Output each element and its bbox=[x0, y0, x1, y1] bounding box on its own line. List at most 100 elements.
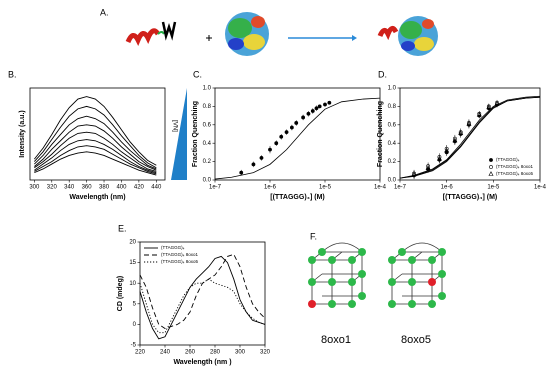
point bbox=[317, 104, 322, 109]
series-line bbox=[33, 96, 157, 166]
x-tick-label: 220 bbox=[135, 350, 146, 356]
plot-frame bbox=[399, 87, 541, 181]
x-tick-label: 300 bbox=[29, 185, 40, 191]
y-axis-label: Fraction Quenching bbox=[192, 101, 199, 167]
fit-line bbox=[399, 95, 541, 179]
protein bbox=[225, 12, 269, 56]
point bbox=[279, 134, 284, 139]
y-tick-label: 0.8 bbox=[388, 104, 397, 110]
y-tick-label: 0.4 bbox=[388, 141, 397, 147]
series-line bbox=[34, 151, 157, 176]
point bbox=[259, 156, 264, 160]
x-axis-label: Wavelength (nm) bbox=[69, 194, 125, 201]
y-tick-label: 0.2 bbox=[203, 159, 212, 165]
y-tick-label: 10 bbox=[129, 281, 136, 287]
fit-line bbox=[214, 97, 381, 180]
legend-swatch bbox=[489, 158, 493, 162]
legend-label: (TTAGGG)₄ bbox=[161, 245, 185, 250]
series-line bbox=[34, 145, 157, 175]
y-axis-label: Intensity (a.u.) bbox=[19, 110, 26, 157]
y-tick-label: 0.6 bbox=[203, 122, 212, 128]
plot-frame bbox=[29, 87, 166, 181]
point bbox=[314, 106, 319, 111]
plot-frame bbox=[214, 87, 381, 181]
y-tick-label: 5 bbox=[133, 301, 137, 307]
series-line bbox=[34, 139, 157, 174]
panel-label: B. bbox=[8, 69, 17, 79]
y-tick-label: 0.6 bbox=[388, 122, 397, 128]
point bbox=[294, 121, 299, 125]
legend-label: (TTAGGG)₄ 8oxo5 bbox=[161, 259, 199, 264]
point bbox=[284, 130, 289, 135]
point bbox=[411, 171, 417, 177]
point bbox=[306, 111, 311, 116]
y-tick-label: 0.8 bbox=[203, 104, 212, 110]
complex bbox=[377, 16, 438, 56]
panel-label: F. bbox=[310, 231, 317, 241]
x-tick-label: 1e-4 bbox=[534, 185, 547, 191]
fit-line bbox=[399, 96, 541, 179]
x-axis-label: [(TTAGGG)₄] (M) bbox=[270, 194, 325, 201]
y-tick-label: 0.0 bbox=[203, 178, 212, 184]
point bbox=[310, 109, 315, 113]
x-tick-label: 380 bbox=[99, 185, 110, 191]
point bbox=[466, 121, 472, 126]
point bbox=[476, 111, 482, 117]
panel-label: E. bbox=[118, 223, 127, 233]
x-tick-label: 340 bbox=[64, 185, 75, 191]
point bbox=[444, 147, 450, 153]
point bbox=[251, 162, 256, 167]
series-line bbox=[34, 115, 157, 170]
legend-swatch bbox=[488, 171, 494, 176]
point bbox=[458, 130, 464, 135]
legend-swatch bbox=[489, 165, 493, 169]
point bbox=[486, 104, 492, 110]
y-tick-label: 20 bbox=[129, 240, 136, 246]
series-line bbox=[139, 255, 266, 340]
point bbox=[289, 125, 294, 130]
point bbox=[494, 100, 500, 106]
caption: 8oxo1 bbox=[321, 334, 351, 346]
point bbox=[268, 147, 272, 152]
peptide bbox=[125, 21, 177, 46]
legend-label: (TTAGGG)₄ 8oxo1 bbox=[496, 164, 534, 169]
arrow-head bbox=[352, 35, 357, 41]
y-tick-label: 1.0 bbox=[388, 86, 397, 92]
x-tick-label: 1e-6 bbox=[441, 185, 454, 191]
panel-label: C. bbox=[193, 69, 202, 79]
caption: 8oxo5 bbox=[401, 334, 431, 346]
x-tick-label: 360 bbox=[82, 185, 93, 191]
gradient-wedge bbox=[171, 88, 187, 180]
panel-label: A. bbox=[100, 7, 109, 17]
x-tick-label: 1e-7 bbox=[209, 185, 222, 191]
point bbox=[274, 141, 279, 146]
x-tick-label: 1e-5 bbox=[487, 185, 500, 191]
y-tick-label: 0 bbox=[133, 322, 137, 328]
point bbox=[436, 156, 442, 161]
x-tick-label: 1e-7 bbox=[394, 185, 407, 191]
x-tick-label: 400 bbox=[116, 185, 127, 191]
y-tick-label: 0.2 bbox=[388, 159, 397, 165]
x-tick-label: 320 bbox=[260, 350, 271, 356]
y-tick-label: 15 bbox=[129, 260, 136, 266]
x-tick-label: 420 bbox=[134, 185, 145, 191]
y-axis-label: CD (mdeg) bbox=[117, 276, 124, 311]
quadruplex-8oxo5 bbox=[388, 242, 446, 308]
legend-label: (TTAGGG)₄ bbox=[496, 157, 520, 162]
x-tick-label: 240 bbox=[160, 350, 171, 356]
quadruplex-8oxo1 bbox=[308, 242, 366, 308]
legend-label: (TTAGGG)₄ 8oxo5 bbox=[496, 171, 534, 176]
x-tick-label: 320 bbox=[47, 185, 58, 191]
y-tick-label: 1.0 bbox=[203, 86, 212, 92]
panel-label: D. bbox=[378, 69, 387, 79]
point bbox=[452, 137, 458, 143]
plot-frame bbox=[139, 241, 266, 346]
x-tick-label: 1e-4 bbox=[374, 185, 387, 191]
annotation: [VN] bbox=[171, 120, 177, 132]
x-tick-label: 440 bbox=[151, 185, 162, 191]
point bbox=[301, 115, 306, 120]
series-line bbox=[34, 131, 157, 172]
point bbox=[327, 100, 332, 105]
